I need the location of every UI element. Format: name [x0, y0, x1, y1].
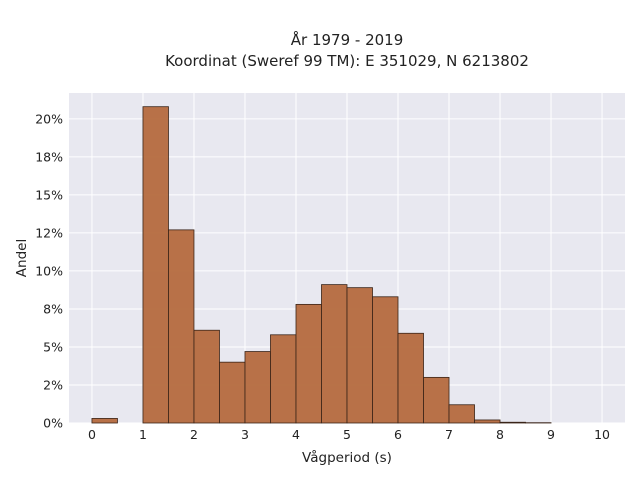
x-tick-label: 5 [343, 427, 351, 442]
x-tick-label: 1 [139, 427, 147, 442]
histogram-bar [91, 418, 118, 424]
y-tick-label: 5% [43, 339, 63, 354]
chart-title-line1: År 1979 - 2019 [291, 30, 404, 49]
histogram-bar [295, 303, 322, 424]
y-axis-ticks: 0% 2% 5% 8% 10% 12% 15% 18% 20% [35, 111, 63, 430]
histogram-bar [397, 332, 424, 424]
histogram-bar [474, 419, 501, 424]
x-tick-label: 3 [241, 427, 249, 442]
x-axis-label: Vågperiod (s) [302, 449, 392, 466]
histogram-bar [321, 284, 348, 424]
y-tick-label: 20% [35, 111, 63, 126]
chart-title-line2: Koordinat (Sweref 99 TM): E 351029, N 62… [165, 52, 529, 70]
histogram-bar [193, 329, 220, 424]
y-tick-label: 0% [43, 416, 63, 431]
bars [91, 106, 552, 424]
y-tick-label: 12% [35, 225, 63, 240]
histogram-bar [499, 421, 526, 424]
histogram-bar [372, 296, 399, 424]
x-tick-label: 8 [496, 427, 504, 442]
histogram-bar [346, 287, 373, 424]
y-tick-label: 8% [43, 301, 63, 316]
x-tick-label: 4 [292, 427, 300, 442]
histogram-bar [423, 376, 450, 424]
histogram-bar [448, 404, 475, 424]
histogram-bar [270, 334, 297, 424]
x-tick-label: 6 [394, 427, 402, 442]
y-tick-label: 18% [35, 149, 63, 164]
y-tick-label: 10% [35, 263, 63, 278]
y-tick-label: 2% [43, 377, 63, 392]
histogram-bar [219, 361, 246, 424]
x-tick-label: 10 [594, 427, 610, 442]
histogram-bar [142, 106, 169, 424]
x-tick-label: 7 [445, 427, 453, 442]
y-axis-label: Andel [14, 239, 30, 277]
x-tick-label: 9 [547, 427, 555, 442]
x-tick-label: 0 [88, 427, 96, 442]
y-tick-label: 15% [35, 187, 63, 202]
histogram-bar [168, 229, 195, 424]
histogram-bar [244, 351, 271, 424]
x-axis-ticks: 0 1 2 3 4 5 6 7 8 9 10 [88, 427, 610, 442]
x-tick-label: 2 [190, 427, 198, 442]
